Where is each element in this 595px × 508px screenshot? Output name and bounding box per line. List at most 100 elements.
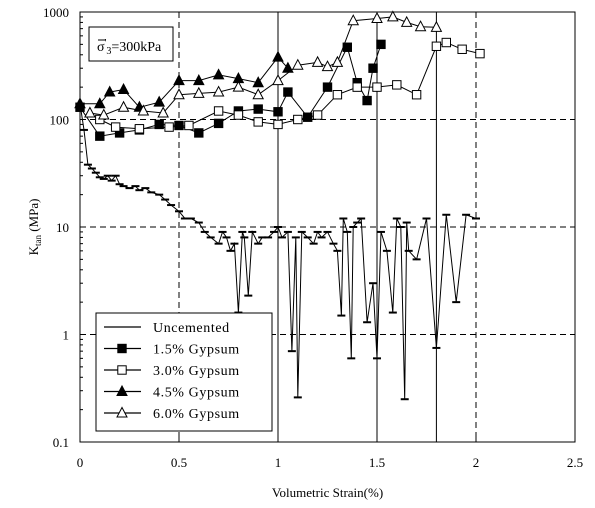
y-axis-title-main: K <box>26 245 41 255</box>
data-point <box>392 80 402 90</box>
data-point <box>233 110 244 120</box>
data-point <box>134 124 145 134</box>
data-point <box>321 60 334 72</box>
stress-value: =300kPa <box>111 40 162 55</box>
data-point <box>153 95 166 107</box>
data-point <box>117 82 130 95</box>
data-point <box>192 74 205 86</box>
x-axis-title: Volumetric Strain(%) <box>272 485 383 500</box>
x-tick-label: 0 <box>77 455 84 470</box>
legend: Uncemented 1.5% Gypsum 3.0% Gypsum 4.5% Gyp… <box>95 312 273 432</box>
data-point <box>194 128 204 138</box>
data-point <box>431 41 442 51</box>
y-axis-title-unit: (MPa) <box>26 199 41 235</box>
legend-label: 3.0% Gypsum <box>153 364 240 379</box>
data-point <box>117 100 130 112</box>
data-point <box>283 87 293 97</box>
data-point <box>352 82 362 92</box>
x-tick-label: 1 <box>275 455 282 470</box>
x-tick-label: 2 <box>473 455 480 470</box>
data-point <box>184 120 194 131</box>
x-tick-label: 1.5 <box>369 455 385 470</box>
data-point <box>110 122 121 132</box>
data-point <box>103 85 116 97</box>
stress-annotation-box <box>88 26 174 62</box>
data-point <box>430 20 443 32</box>
data-point <box>212 85 225 97</box>
data-point <box>157 106 169 118</box>
data-point <box>154 119 164 130</box>
data-point <box>376 39 386 50</box>
x-tick-label: 2.5 <box>567 455 583 470</box>
series-3 <box>74 50 294 112</box>
data-point <box>173 74 185 86</box>
y-tick-label: 10 <box>56 220 69 235</box>
data-point <box>252 76 265 88</box>
data-point <box>174 120 184 131</box>
data-point <box>273 119 283 130</box>
data-point <box>387 10 399 22</box>
data-point <box>74 97 86 109</box>
data-point <box>84 106 96 118</box>
data-point <box>273 107 283 117</box>
legend-marker <box>117 343 127 354</box>
data-point <box>164 122 174 132</box>
data-point <box>312 110 323 120</box>
series-2 <box>95 37 485 134</box>
legend-marker <box>116 406 128 418</box>
sigma-symbol: σ <box>97 40 105 55</box>
data-point <box>272 50 284 62</box>
data-point <box>347 14 360 26</box>
data-point <box>192 86 205 98</box>
data-point <box>311 55 324 67</box>
data-point <box>331 55 344 67</box>
data-point <box>411 90 422 100</box>
legend-marker <box>117 365 127 375</box>
data-point <box>95 131 105 141</box>
data-point <box>212 68 225 80</box>
y-tick-label: 1000 <box>43 5 69 20</box>
series-0 <box>76 102 480 401</box>
data-point <box>213 106 224 116</box>
data-point <box>475 48 485 59</box>
data-point <box>441 37 452 48</box>
data-point <box>372 82 382 92</box>
data-point <box>368 63 378 73</box>
data-point <box>362 95 372 106</box>
data-point <box>253 117 263 127</box>
y-tick-label: 1 <box>63 328 70 343</box>
sigma-subscript: 3 <box>106 46 111 57</box>
data-point <box>371 11 383 24</box>
legend-label: Uncemented <box>153 321 230 336</box>
y-tick-label: 0.1 <box>53 435 69 450</box>
stress-annotation: σ'3=300kPa <box>88 26 174 62</box>
series <box>74 10 485 401</box>
data-point <box>272 74 284 86</box>
series-4 <box>84 10 443 120</box>
data-point <box>232 80 245 92</box>
y-axis-title: Ktan (MPa) <box>26 199 43 256</box>
y-axis-ticks: 0.1 1 10 100 1000 <box>43 5 85 450</box>
y-axis-title-sub: tan <box>33 235 43 246</box>
data-point <box>332 90 343 100</box>
data-point <box>282 61 294 73</box>
x-axis-ticks: 0 0.5 1 1.5 2 2.5 <box>77 437 583 470</box>
legend-label: 1.5% Gypsum <box>153 343 240 358</box>
data-point <box>457 44 467 54</box>
data-point <box>291 58 304 70</box>
data-point <box>253 104 263 114</box>
legend-marker <box>116 384 128 396</box>
y-tick-label: 100 <box>50 113 70 128</box>
x-tick-label: 0.5 <box>171 455 187 470</box>
prime-symbol: ' <box>105 38 107 49</box>
legend-label: 6.0% Gypsum <box>153 407 240 422</box>
data-point <box>213 118 224 129</box>
data-point <box>93 97 106 109</box>
legend-label: 4.5% Gypsum <box>153 386 240 401</box>
data-point <box>322 82 333 92</box>
stress-annotation-text: σ'3=300kPa <box>97 38 162 57</box>
data-point <box>414 20 427 32</box>
data-point <box>173 88 185 100</box>
